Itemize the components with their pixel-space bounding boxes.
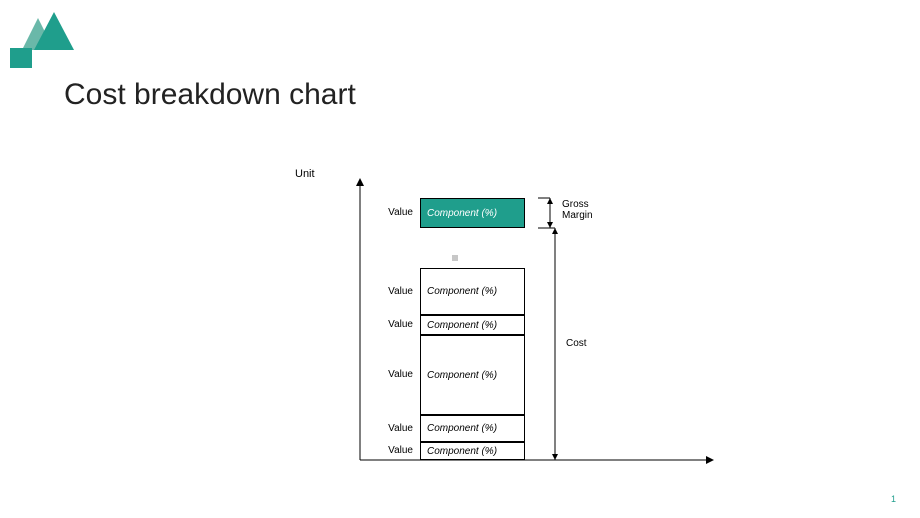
value-label: Value <box>378 207 413 218</box>
cost-segment: Component (%) <box>420 415 525 442</box>
page-number: 1 <box>891 494 896 504</box>
cost-breakdown-chart: Unit ValueComponent (%)ValueComponent (%… <box>290 170 790 480</box>
page-title: Cost breakdown chart <box>64 78 356 112</box>
cost-segment: Component (%) <box>420 315 525 335</box>
value-label: Value <box>378 445 413 456</box>
value-label: Value <box>378 319 413 330</box>
cost-segment: Component (%) <box>420 198 525 228</box>
gross-margin-label: Gross Margin <box>562 199 593 221</box>
gross-margin-label-line1: Gross Margin <box>562 199 593 221</box>
value-label: Value <box>378 286 413 297</box>
cost-segment: Component (%) <box>420 268 525 315</box>
cost-segment: Component (%) <box>420 335 525 415</box>
value-label: Value <box>378 369 413 380</box>
logo-square <box>10 48 32 68</box>
cost-segment: Component (%) <box>420 442 525 460</box>
cost-label: Cost <box>566 338 587 349</box>
small-marker <box>452 255 458 261</box>
chart-axes <box>290 170 790 480</box>
value-label: Value <box>378 423 413 434</box>
logo <box>10 10 90 70</box>
